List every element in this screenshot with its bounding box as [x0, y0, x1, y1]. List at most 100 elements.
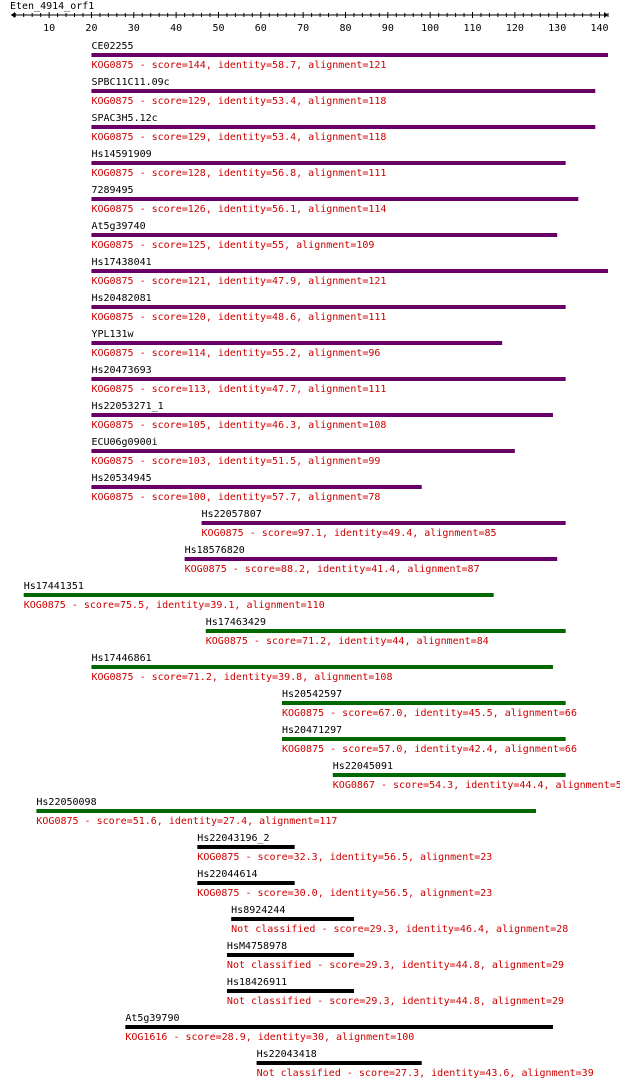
- hit-name[interactable]: 7289495: [91, 185, 133, 196]
- hit-description: KOG0875 - score=75.5, identity=39.1, ali…: [24, 600, 325, 611]
- hit-name[interactable]: At5g39790: [125, 1013, 179, 1024]
- axis-tick-label: 110: [463, 23, 481, 34]
- hit-bar[interactable]: [91, 413, 553, 417]
- hit-name[interactable]: Hs22050098: [36, 797, 96, 808]
- hit-bar[interactable]: [281, 701, 566, 705]
- hit-row: Hs22050098 KOG0875 - score=51.6, identity…: [36, 797, 537, 827]
- hit-bar[interactable]: [91, 377, 566, 381]
- hit-bar[interactable]: [197, 845, 295, 849]
- hit-name[interactable]: Hs22043196_2: [197, 833, 269, 844]
- hit-bar[interactable]: [91, 449, 515, 453]
- hit-row: SPBC11C11.09c KOG0875 - score=129, identi…: [91, 77, 596, 107]
- hit-row: Hs14591909 KOG0875 - score=128, identity=…: [91, 149, 566, 179]
- hit-bar[interactable]: [91, 305, 566, 309]
- hit-name[interactable]: Hs22043418: [257, 1049, 317, 1060]
- hit-row: Hs20482081 KOG0875 - score=120, identity=…: [91, 293, 566, 323]
- hit-row: Hs20471297 KOG0875 - score=57.0, identity…: [281, 725, 577, 755]
- hit-name[interactable]: Hs20482081: [91, 293, 151, 304]
- axis-tick-label: 20: [85, 23, 97, 34]
- hit-bar[interactable]: [91, 89, 596, 93]
- hit-name[interactable]: At5g39740: [91, 221, 145, 232]
- hit-row: YPL131w KOG0875 - score=114, identity=55.…: [91, 329, 503, 359]
- hit-bar[interactable]: [281, 737, 566, 741]
- hit-name[interactable]: Hs20473693: [91, 365, 151, 376]
- hit-row: Hs22043196_2 KOG0875 - score=32.3, identi…: [197, 833, 492, 863]
- hit-bar[interactable]: [205, 629, 566, 633]
- hit-bar[interactable]: [197, 881, 295, 885]
- hit-name[interactable]: Hs20471297: [282, 725, 342, 736]
- hit-description: KOG0875 - score=71.2, identity=44, align…: [206, 636, 489, 647]
- hit-list: CE02255 KOG0875 - score=144, identity=58.…: [23, 41, 620, 1079]
- hit-description: KOG0875 - score=105, identity=46.3, alig…: [91, 420, 386, 431]
- hit-name[interactable]: Hs8924244: [231, 905, 285, 916]
- hit-name[interactable]: ECU06g0900i: [91, 437, 157, 448]
- hit-name[interactable]: SPAC3H5.12c: [91, 113, 157, 124]
- query-title: Eten_4914_orf1: [10, 1, 94, 12]
- hit-bar[interactable]: [91, 485, 422, 489]
- hit-name[interactable]: YPL131w: [91, 329, 134, 340]
- hit-name[interactable]: Hs22045091: [333, 761, 393, 772]
- hit-bar[interactable]: [125, 1025, 553, 1029]
- hit-description: KOG0875 - score=51.6, identity=27.4, ali…: [36, 816, 337, 827]
- hit-row: Hs18426911 Not classified - score=29.3, i…: [226, 977, 564, 1007]
- hit-description: KOG0875 - score=103, identity=51.5, alig…: [91, 456, 380, 467]
- hit-row: Hs17441351 KOG0875 - score=75.5, identity…: [23, 581, 494, 611]
- hit-bar[interactable]: [256, 1061, 422, 1065]
- axis-arrow-right-icon: [604, 12, 608, 18]
- hit-name[interactable]: Hs17463429: [206, 617, 266, 628]
- hit-bar[interactable]: [91, 125, 596, 129]
- axis-tick-label: 10: [43, 23, 55, 34]
- hit-description: KOG0875 - score=126, identity=56.1, alig…: [91, 204, 386, 215]
- hit-row: At5g39740 KOG0875 - score=125, identity=5…: [91, 221, 558, 251]
- hit-description: KOG0875 - score=120, identity=48.6, alig…: [91, 312, 386, 323]
- hit-description: KOG0875 - score=67.0, identity=45.5, ali…: [282, 708, 577, 719]
- hit-bar[interactable]: [36, 809, 537, 813]
- hit-bar[interactable]: [91, 161, 566, 165]
- hit-bar[interactable]: [231, 917, 354, 921]
- hit-description: KOG0875 - score=128, identity=56.8, alig…: [91, 168, 386, 179]
- hit-bar[interactable]: [91, 233, 558, 237]
- axis-arrow-left-icon: [11, 12, 15, 18]
- hit-description: KOG1616 - score=28.9, identity=30, align…: [125, 1032, 414, 1043]
- hit-row: Hs22045091 KOG0867 - score=54.3, identity…: [332, 761, 620, 791]
- hit-bar[interactable]: [91, 341, 503, 345]
- hit-name[interactable]: Hs17441351: [24, 581, 84, 592]
- hit-bar[interactable]: [91, 53, 609, 57]
- hit-name[interactable]: Hs14591909: [91, 149, 151, 160]
- hit-name[interactable]: HsM4758978: [227, 941, 287, 952]
- hit-bar[interactable]: [201, 521, 566, 525]
- hit-row: Hs20542597 KOG0875 - score=67.0, identity…: [281, 689, 577, 719]
- axis-tick-label: 70: [297, 23, 309, 34]
- hit-name[interactable]: Hs17438041: [91, 257, 151, 268]
- hit-row: Hs17463429 KOG0875 - score=71.2, identity…: [205, 617, 566, 647]
- hit-name[interactable]: Hs20542597: [282, 689, 342, 700]
- hit-description: KOG0875 - score=125, identity=55, alignm…: [91, 240, 374, 251]
- hit-description: KOG0875 - score=121, identity=47.9, alig…: [91, 276, 386, 287]
- hit-bar[interactable]: [91, 197, 579, 201]
- hit-name[interactable]: Hs22053271_1: [91, 401, 163, 412]
- hit-bar[interactable]: [184, 557, 558, 561]
- sequence-axis: 10 20 30 40 50 60 70 80 90 100 110 120 130 140: [11, 12, 609, 34]
- hit-bar[interactable]: [91, 269, 609, 273]
- axis-tick-label: 130: [548, 23, 566, 34]
- hit-bar[interactable]: [332, 773, 566, 777]
- hit-bar[interactable]: [91, 665, 553, 669]
- hit-name[interactable]: Hs17446861: [91, 653, 151, 664]
- hit-row: Hs17438041 KOG0875 - score=121, identity=…: [91, 257, 609, 287]
- hit-bar[interactable]: [23, 593, 494, 597]
- hit-bar[interactable]: [226, 989, 354, 993]
- axis-tick-label: 80: [339, 23, 351, 34]
- hit-name[interactable]: CE02255: [91, 41, 133, 52]
- hit-name[interactable]: Hs20534945: [91, 473, 151, 484]
- hit-name[interactable]: Hs22057807: [202, 509, 262, 520]
- axis-tick-label: 120: [506, 23, 524, 34]
- hit-description: KOG0867 - score=54.3, identity=44.4, ali…: [333, 780, 620, 791]
- axis-tick-label: 40: [170, 23, 182, 34]
- hit-name[interactable]: Hs18426911: [227, 977, 287, 988]
- hit-name[interactable]: Hs18576820: [185, 545, 245, 556]
- hit-description: KOG0875 - score=113, identity=47.7, alig…: [91, 384, 386, 395]
- hit-name[interactable]: Hs22044614: [197, 869, 257, 880]
- hit-bar[interactable]: [226, 953, 354, 957]
- hit-row: Hs18576820 KOG0875 - score=88.2, identity…: [184, 545, 558, 575]
- hit-name[interactable]: SPBC11C11.09c: [91, 77, 169, 88]
